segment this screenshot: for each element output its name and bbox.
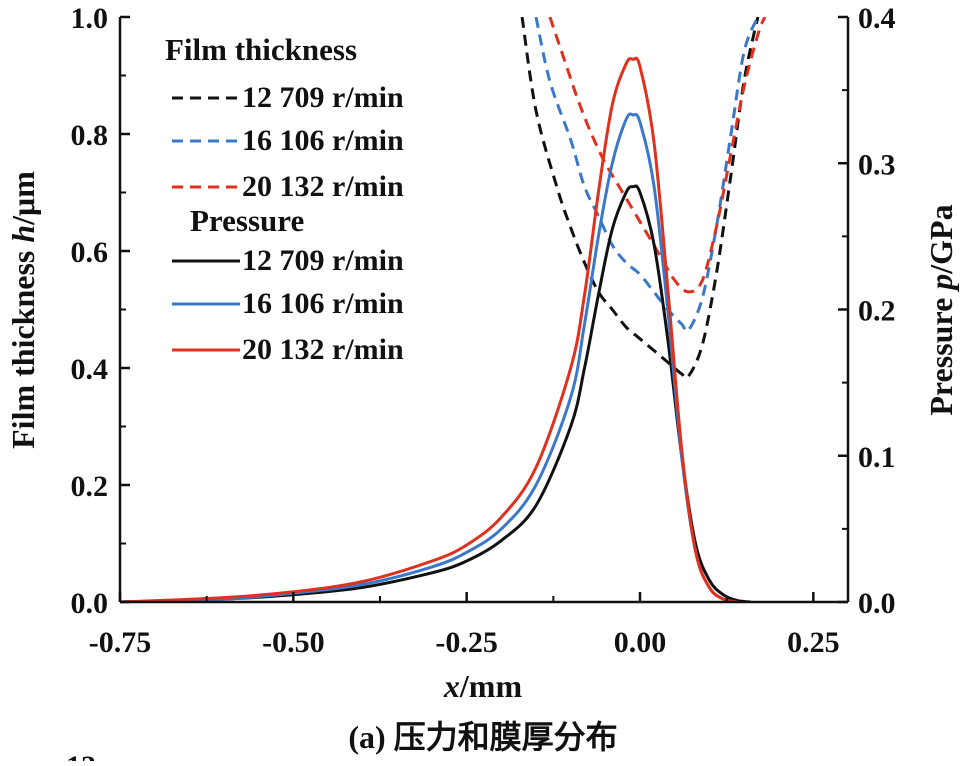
film-thickness-line-20-132-r-min	[548, 17, 767, 294]
legend: Film thickness 12 709 r/min 16 106 r/min 20…	[165, 32, 404, 366]
x-tick-label: 0.25	[787, 626, 840, 659]
film-thickness-line-12-709-r-min	[520, 17, 760, 380]
bottom-cut-text: 12	[66, 750, 96, 761]
y-right-tick-label: 0.4	[858, 2, 896, 35]
y-left-tick-label: 0.0	[71, 587, 109, 620]
legend-film-label: 16 106 r/min	[242, 124, 404, 157]
plot-lines	[120, 17, 767, 602]
y-right-tick-label: 0.3	[858, 148, 896, 181]
legend-pressure-label: 20 132 r/min	[242, 333, 404, 366]
y-left-tick-label: 0.6	[71, 236, 109, 269]
y-left-tick-label: 0.4	[71, 353, 109, 386]
legend-film-label: 20 132 r/min	[242, 170, 404, 203]
y-left-tick-label: 0.8	[71, 119, 109, 152]
pressure-line-12-709-r-min	[120, 184, 752, 602]
y-right-tick-label: 0.0	[858, 587, 896, 620]
legend-header-pressure: Pressure	[190, 203, 304, 238]
legend-header-film-thickness: Film thickness	[165, 32, 357, 67]
x-tick-label: -0.75	[89, 626, 152, 659]
film-thickness-line-16-106-r-min	[534, 17, 760, 333]
x-tick-label: -0.50	[262, 626, 325, 659]
x-tick-label: -0.25	[435, 626, 498, 659]
x-axis-title: x/mm	[443, 668, 523, 704]
figure-caption: (a) 压力和膜厚分布	[348, 719, 617, 755]
x-tick-label: 0.00	[614, 626, 667, 659]
y-right-axis-title: Pressure p/GPa	[923, 204, 959, 415]
legend-pressure-label: 16 106 r/min	[242, 287, 404, 320]
y-left-axis-title: Film thickness h/μm	[5, 171, 41, 449]
axes: -0.75 -0.50 -0.25 0.00 0.25 0.0 0.2 0.4 0.6 0.8 1.…	[71, 2, 896, 659]
legend-film-label: 12 709 r/min	[242, 81, 404, 114]
legend-pressure-label: 12 709 r/min	[242, 244, 404, 277]
y-left-tick-label: 1.0	[71, 2, 109, 35]
y-right-tick-label: 0.1	[858, 441, 896, 474]
pressure-line-20-132-r-min	[120, 56, 738, 602]
y-left-tick-label: 0.2	[71, 470, 109, 503]
y-right-tick-label: 0.2	[858, 295, 896, 328]
